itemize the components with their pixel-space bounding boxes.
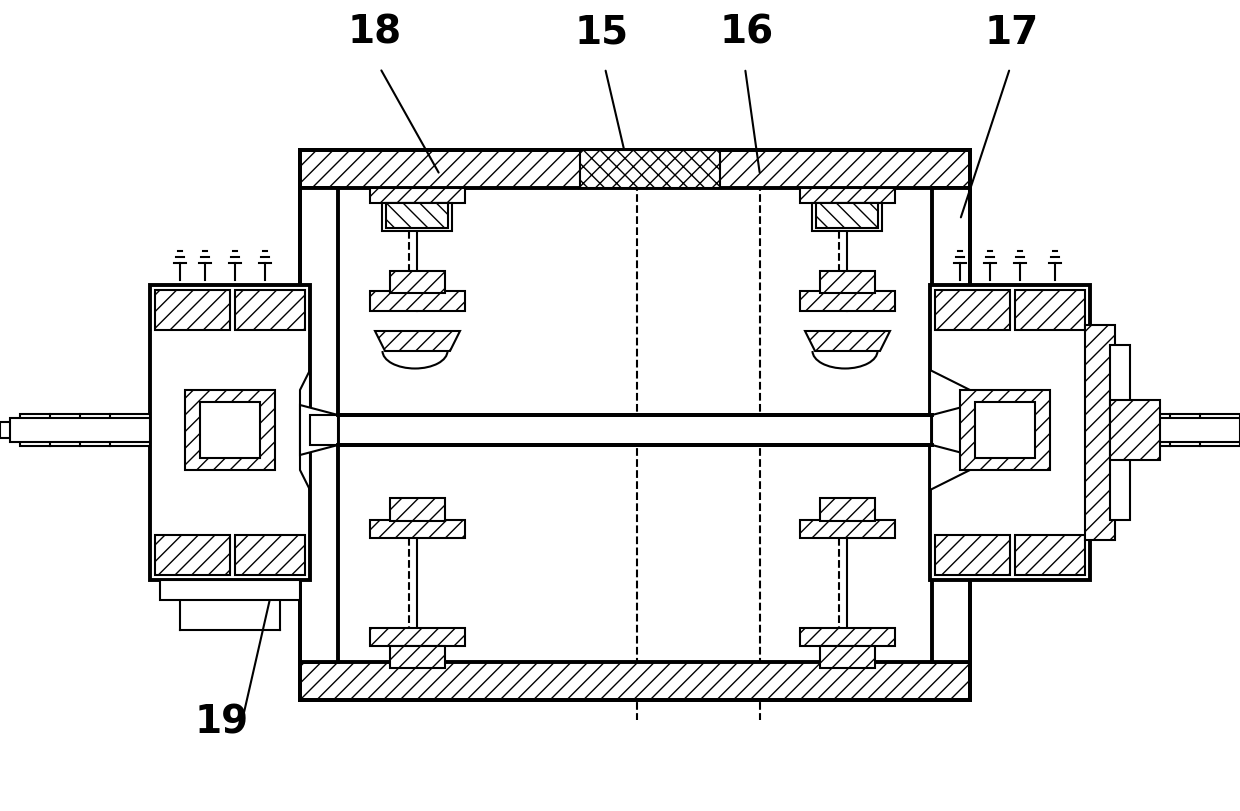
- Bar: [382, 203, 453, 231]
- Bar: [1110, 345, 1130, 520]
- Bar: [1016, 290, 1085, 330]
- Polygon shape: [930, 370, 970, 490]
- Bar: [391, 646, 445, 668]
- Bar: [155, 535, 229, 575]
- Bar: [1110, 400, 1159, 460]
- Bar: [1090, 422, 1240, 438]
- Bar: [1110, 414, 1240, 446]
- Bar: [935, 535, 1011, 575]
- Bar: [200, 402, 260, 458]
- Bar: [1016, 535, 1085, 575]
- Polygon shape: [300, 405, 339, 455]
- Text: 17: 17: [985, 14, 1039, 52]
- Bar: [370, 628, 465, 646]
- Bar: [236, 535, 305, 575]
- Bar: [975, 402, 1035, 458]
- Text: 15: 15: [575, 14, 629, 52]
- Polygon shape: [300, 370, 310, 490]
- Bar: [930, 285, 1090, 580]
- Bar: [10, 418, 150, 442]
- Bar: [0, 422, 150, 438]
- Bar: [150, 285, 310, 580]
- Bar: [820, 646, 875, 668]
- Bar: [339, 415, 932, 445]
- Bar: [300, 188, 339, 662]
- Polygon shape: [932, 405, 970, 455]
- Bar: [1085, 325, 1115, 540]
- Bar: [160, 580, 300, 600]
- Bar: [391, 498, 445, 521]
- Bar: [812, 203, 882, 231]
- Bar: [820, 498, 875, 521]
- Bar: [816, 203, 878, 228]
- Bar: [386, 203, 448, 228]
- Bar: [932, 188, 970, 662]
- Bar: [155, 290, 229, 330]
- Bar: [800, 520, 895, 538]
- Text: 16: 16: [720, 14, 774, 52]
- Polygon shape: [374, 331, 460, 351]
- Bar: [185, 390, 275, 470]
- Bar: [800, 291, 895, 311]
- Bar: [370, 188, 465, 203]
- Bar: [370, 291, 465, 311]
- Bar: [370, 520, 465, 538]
- Text: 18: 18: [348, 14, 402, 52]
- Bar: [20, 414, 150, 446]
- Bar: [800, 628, 895, 646]
- Text: 19: 19: [195, 704, 249, 742]
- Bar: [300, 662, 970, 700]
- Bar: [236, 290, 305, 330]
- Bar: [935, 290, 1011, 330]
- Bar: [310, 415, 339, 445]
- Bar: [1100, 418, 1240, 442]
- Bar: [820, 271, 875, 293]
- Bar: [300, 150, 970, 188]
- Bar: [960, 390, 1050, 470]
- Bar: [391, 271, 445, 293]
- Polygon shape: [805, 331, 890, 351]
- Bar: [800, 188, 895, 203]
- Bar: [580, 150, 720, 188]
